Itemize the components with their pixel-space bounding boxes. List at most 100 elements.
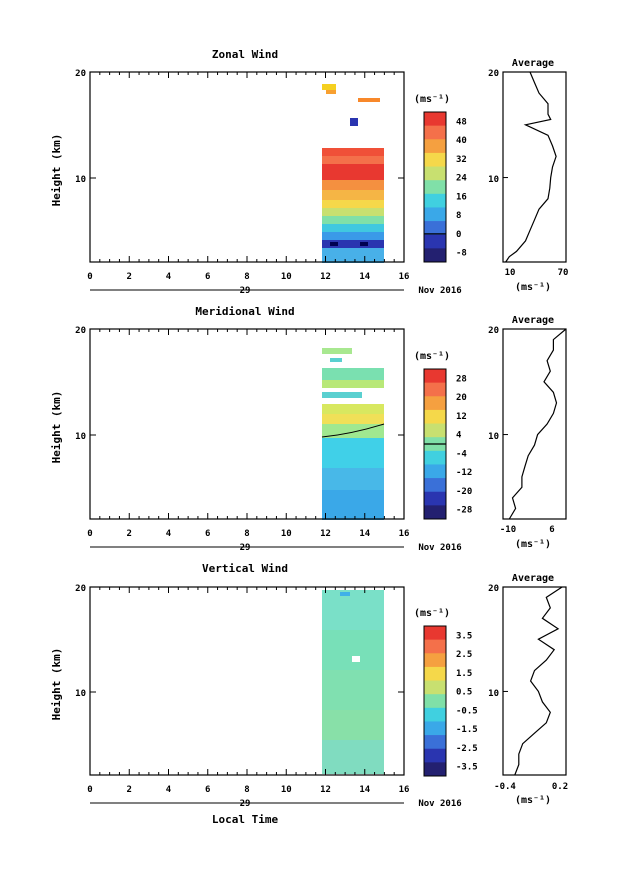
average-x-tick: -10 — [500, 525, 516, 535]
colorbar-tick-label: -0.5 — [456, 706, 478, 716]
colorbar-tick-label: 2.5 — [456, 650, 472, 660]
heatmap-cell — [322, 468, 384, 490]
colorbar-swatch — [424, 166, 446, 181]
x-tick-label: 10 — [281, 785, 292, 795]
colorbar: 3.5 2.5 1.5 0.5 -0.5 -1.5 -2.5 -3.5 — [423, 625, 478, 777]
heatmap-cell — [322, 248, 384, 263]
colorbar-swatch — [424, 221, 446, 236]
colorbar-swatch — [424, 180, 446, 195]
x-tick-label: 0 — [87, 785, 92, 795]
colorbar-swatch — [424, 423, 446, 438]
colorbar-tick-label: 12 — [456, 412, 467, 422]
colorbar-tick-label: 48 — [456, 117, 467, 127]
x-tick-label: 12 — [320, 529, 331, 539]
colorbar-swatch — [424, 125, 446, 140]
colorbar-unit: (ms⁻¹) — [414, 351, 450, 362]
average-x-tick: 6 — [549, 525, 554, 535]
heatmap-cell — [322, 232, 384, 240]
average-y-tick: 20 — [488, 69, 499, 79]
y-axis-label: Height (km) — [50, 134, 63, 207]
heatmap-cell — [322, 148, 384, 156]
date-label: Nov 2016 — [418, 286, 461, 296]
average-y-tick: 10 — [488, 432, 499, 442]
heatmap-cell — [352, 656, 360, 662]
heatmap-cell — [322, 710, 384, 740]
y-axis-ticks — [90, 328, 404, 436]
y-axis-ticks — [90, 71, 404, 179]
colorbar-swatch — [424, 396, 446, 411]
heatmap-cell — [322, 438, 384, 468]
colorbar-tick-label: -1.5 — [456, 725, 478, 735]
heatmap-cell — [350, 118, 358, 126]
heatmap-cell — [322, 200, 384, 208]
heatmap-cell — [322, 156, 384, 164]
colorbar-tick-label: 28 — [456, 374, 467, 384]
colorbar-unit: (ms⁻¹) — [414, 94, 450, 105]
x-tick-label: 16 — [399, 272, 410, 282]
panel-zonal-wind: Zonal Wind 20 10 — [50, 48, 568, 296]
heatmap-cell — [322, 180, 384, 190]
x-tick-label: 6 — [205, 272, 210, 282]
y-tick-label: 10 — [75, 432, 86, 442]
y-tick-label: 20 — [75, 69, 86, 79]
x-axis-ticks: 0 2 4 6 8 10 12 14 16 — [87, 72, 409, 282]
colorbar-tick-label: -20 — [456, 487, 472, 497]
colorbar-unit: (ms⁻¹) — [414, 608, 450, 619]
colorbar-tick-label: -4 — [456, 449, 467, 459]
colorbar-swatch — [424, 694, 446, 709]
x-tick-label: 0 — [87, 272, 92, 282]
colorbar-tick-label: 0.5 — [456, 688, 472, 698]
colorbar-tick-label: 20 — [456, 393, 467, 403]
average-frame — [502, 586, 567, 776]
x-tick-label: 16 — [399, 529, 410, 539]
x-tick-label: 6 — [205, 529, 210, 539]
x-tick-label: 8 — [244, 529, 249, 539]
x-tick-label: 16 — [399, 785, 410, 795]
x-tick-label: 12 — [320, 785, 331, 795]
average-unit: (ms⁻¹) — [515, 539, 551, 550]
colorbar-tick-label: 0 — [456, 230, 461, 240]
average-panel: Average 20 10 10 70 (ms⁻¹) — [488, 58, 568, 293]
heatmap-cell — [322, 164, 384, 180]
colorbar-swatch — [424, 193, 446, 208]
heatmap-cell — [322, 368, 384, 380]
colorbar-swatch — [424, 491, 446, 506]
colorbar-tick-label: -2.5 — [456, 744, 478, 754]
average-x-tick: 0.2 — [552, 782, 568, 792]
average-y-tick: 20 — [488, 326, 499, 336]
x-tick-label: 6 — [205, 785, 210, 795]
colorbar-swatch — [424, 653, 446, 668]
colorbar-swatch — [424, 748, 446, 763]
x-tick-label: 14 — [359, 529, 370, 539]
x-tick-label: 8 — [244, 272, 249, 282]
colorbar-swatch — [424, 762, 446, 777]
average-profile-line — [514, 586, 563, 776]
y-axis-ticks — [90, 586, 404, 693]
heatmap-cell — [322, 670, 384, 710]
x-tick-label: 4 — [166, 785, 172, 795]
average-x-tick: 10 — [505, 268, 516, 278]
colorbar: 28 20 12 4 -4 -12 -20 -28 — [423, 368, 472, 520]
y-tick-label: 10 — [75, 689, 86, 699]
heatmap-cell — [322, 348, 352, 354]
heatmap-cell — [360, 242, 368, 246]
heatmap-cell — [322, 190, 384, 200]
y-axis-label: Height (km) — [50, 648, 63, 721]
heatmap-cell — [322, 414, 384, 424]
colorbar-swatch — [424, 464, 446, 479]
panel-vertical-wind: Vertical Wind 20 10 Height (km) 0 2 4 6 8 10 1… — [50, 562, 568, 826]
x-tick-label: 10 — [281, 272, 292, 282]
colorbar: 48 40 32 24 16 8 0 -8 — [423, 111, 467, 263]
colorbar-tick-label: 24 — [456, 174, 467, 184]
average-frame — [502, 328, 567, 520]
heatmap-cell — [340, 592, 350, 596]
chart-title: Zonal Wind — [212, 48, 278, 61]
date-axis: 29 Nov 2016 — [90, 543, 462, 553]
chart-title: Vertical Wind — [202, 562, 288, 575]
colorbar-tick-label: 40 — [456, 136, 467, 146]
heatmap-cell — [330, 358, 342, 362]
average-title: Average — [512, 315, 554, 326]
colorbar-swatch — [424, 369, 446, 384]
chart-title: Meridional Wind — [195, 305, 294, 318]
heatmap-cell — [322, 216, 384, 224]
